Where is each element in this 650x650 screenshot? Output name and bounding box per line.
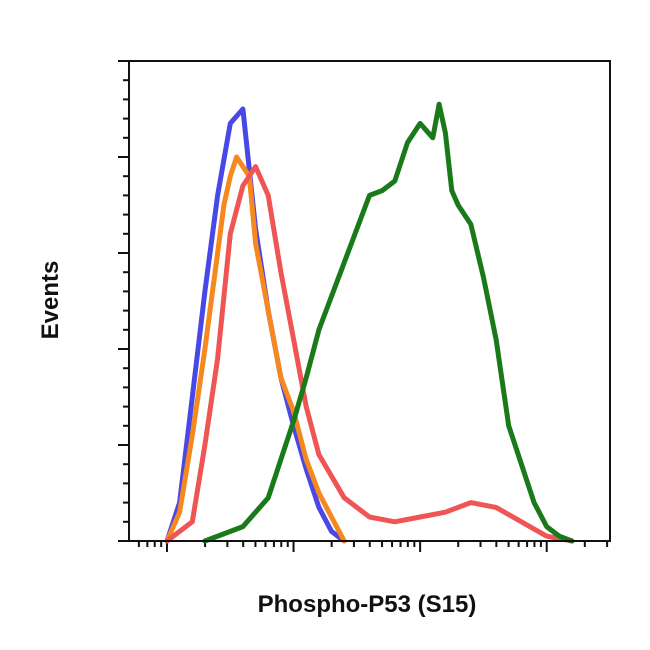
y-axis-title: Events <box>37 261 64 340</box>
histogram-curves <box>164 101 575 544</box>
histogram-curve-2 <box>164 154 347 544</box>
plot-frame <box>128 60 611 542</box>
axis-ticks <box>118 60 609 552</box>
histogram-curve-4 <box>202 101 575 544</box>
x-axis-title: Phospho-P53 (S15) <box>258 591 477 618</box>
histogram-curve-3 <box>164 164 575 544</box>
histogram-curve-1 <box>164 106 347 544</box>
